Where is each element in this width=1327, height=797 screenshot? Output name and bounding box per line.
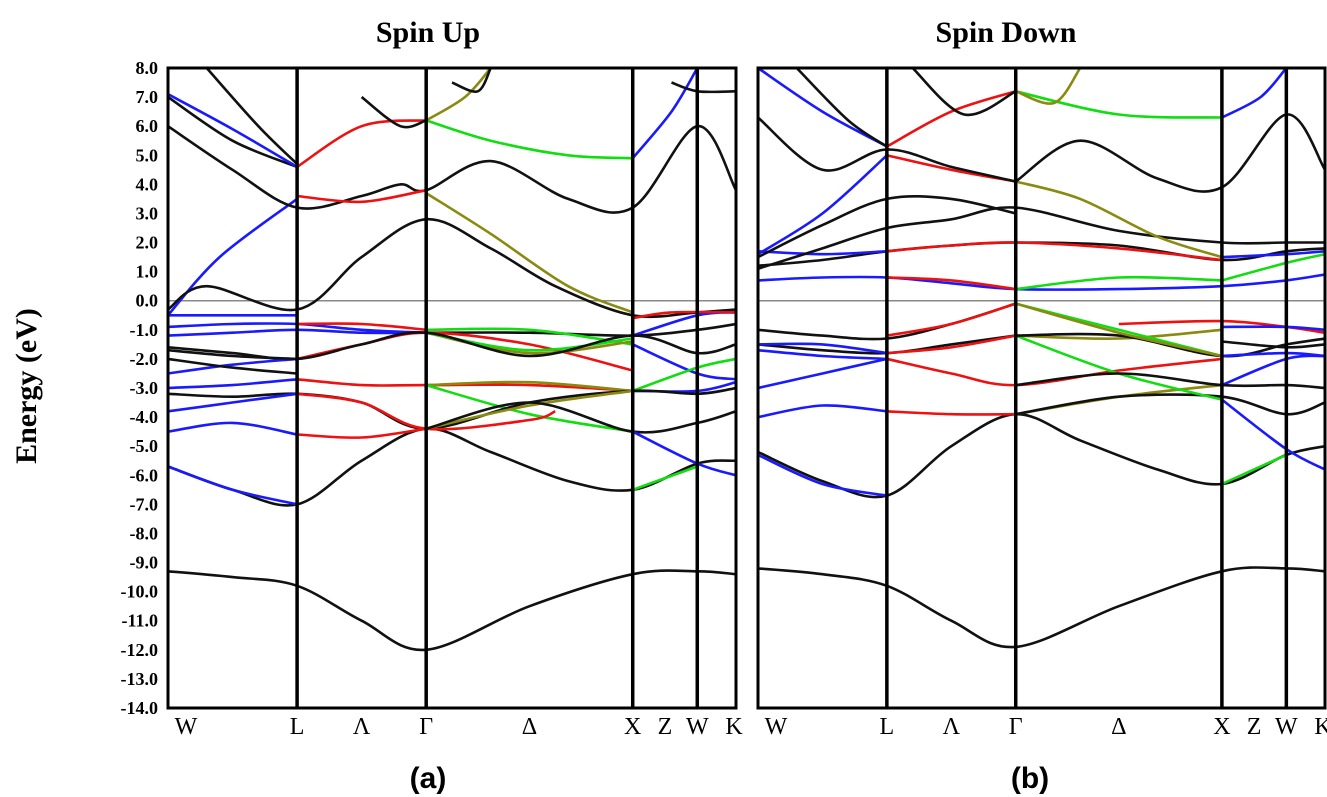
band-line-black — [1222, 342, 1325, 348]
y-tick-label: 0.0 — [136, 291, 159, 311]
band-line-blue — [168, 423, 297, 435]
band-line-blue — [758, 405, 887, 417]
plot-frame — [168, 68, 736, 708]
band-line-black — [1016, 395, 1325, 415]
y-tick-label: 6.0 — [136, 116, 159, 136]
y-tick-label: -8.0 — [130, 523, 159, 543]
y-tick-labels: 8.0 7.0 6.0 5.0 4.0 3.0 2.0 1.0 0.0 -1.0 -2.0 -3.0 -… — [121, 58, 159, 718]
y-tick-label: 3.0 — [136, 203, 159, 223]
band-line-blue — [1222, 68, 1286, 118]
x-tick-label: L — [880, 714, 895, 740]
band-line-black — [758, 567, 1325, 647]
band-line-green — [633, 467, 698, 490]
plot-area — [758, 68, 1325, 647]
y-tick-label: -6.0 — [130, 465, 159, 485]
plot-area — [168, 68, 736, 650]
band-line-olive — [426, 68, 491, 120]
band-line-red — [297, 333, 633, 371]
x-tick-label: Λ — [943, 714, 961, 740]
x-tick-label: W — [1275, 714, 1298, 740]
panel-sublabel: (b) — [1011, 762, 1049, 795]
y-tick-label: 4.0 — [136, 174, 159, 194]
band-line-red — [887, 359, 1222, 385]
band-line-blue — [168, 379, 297, 388]
x-tick-label: X — [1213, 714, 1230, 740]
band-line-black — [168, 350, 297, 359]
band-line-black — [1016, 114, 1325, 191]
band-line-black — [758, 414, 1325, 497]
band-line-black — [452, 68, 491, 92]
y-tick-label: -10.0 — [121, 582, 159, 602]
band-line-red — [887, 91, 1016, 146]
y-tick-label: -7.0 — [130, 494, 159, 514]
y-tick-label: -9.0 — [130, 553, 159, 573]
y-tick-label: -11.0 — [121, 611, 158, 631]
band-line-blue — [1222, 327, 1325, 330]
band-line-blue — [633, 68, 698, 158]
panel-sublabel: (a) — [410, 762, 447, 795]
band-line-black — [168, 332, 736, 359]
y-tick-label: -5.0 — [130, 436, 159, 456]
band-line-blue — [1222, 356, 1325, 385]
band-line-black — [672, 83, 737, 92]
band-line-red — [887, 304, 1016, 336]
y-tick-label: -2.0 — [130, 349, 159, 369]
y-tick-label: 8.0 — [136, 58, 159, 78]
band-line-blue — [168, 94, 297, 167]
x-tick-label: L — [290, 714, 305, 740]
y-tick-label: 5.0 — [136, 145, 159, 165]
y-axis-label: Energy (eV) — [10, 308, 43, 464]
x-tick-label: K — [1314, 714, 1327, 740]
band-line-red — [887, 242, 1222, 260]
y-tick-label: -13.0 — [121, 669, 159, 689]
band-line-blue — [758, 359, 887, 388]
band-line-blue — [1222, 353, 1325, 356]
x-tick-label: Δ — [1111, 714, 1126, 740]
y-tick-label: -3.0 — [130, 378, 159, 398]
y-tick-label: -1.0 — [130, 320, 159, 340]
band-line-green — [1222, 455, 1286, 484]
x-tick-label: W — [175, 714, 198, 740]
panel-title: Spin Down — [936, 16, 1077, 49]
spin-up-panel: Spin UpW L Λ Γ Δ X Z W K(a) — [168, 16, 743, 795]
x-tick-label: Z — [1247, 714, 1262, 740]
plot-frame — [758, 68, 1325, 708]
x-tick-label: K — [725, 714, 743, 740]
band-line-black — [168, 571, 736, 650]
panel-title: Spin Up — [376, 16, 480, 49]
x-tick-label: Z — [658, 714, 673, 740]
y-tick-label: -4.0 — [130, 407, 159, 427]
x-tick-label: Λ — [353, 714, 371, 740]
band-line-green — [426, 120, 633, 158]
x-tick-label: W — [686, 714, 709, 740]
y-tick-label: 7.0 — [136, 87, 159, 107]
y-tick-label: 1.0 — [136, 262, 159, 282]
y-tick-label: 2.0 — [136, 233, 159, 253]
x-tick-label: W — [765, 714, 788, 740]
band-line-blue — [168, 199, 297, 315]
band-line-green — [1016, 336, 1222, 400]
band-line-black — [168, 219, 736, 317]
band-line-red — [887, 411, 1016, 414]
band-line-olive — [1016, 385, 1222, 414]
x-tick-label: Γ — [419, 714, 433, 740]
x-tick-label: X — [624, 714, 641, 740]
band-line-black — [797, 68, 887, 147]
x-tick-label: Δ — [522, 714, 537, 740]
x-tick-label: Γ — [1009, 714, 1023, 740]
band-line-blue — [168, 467, 297, 505]
y-tick-label: -14.0 — [121, 698, 159, 718]
y-tick-label: -12.0 — [121, 640, 159, 660]
